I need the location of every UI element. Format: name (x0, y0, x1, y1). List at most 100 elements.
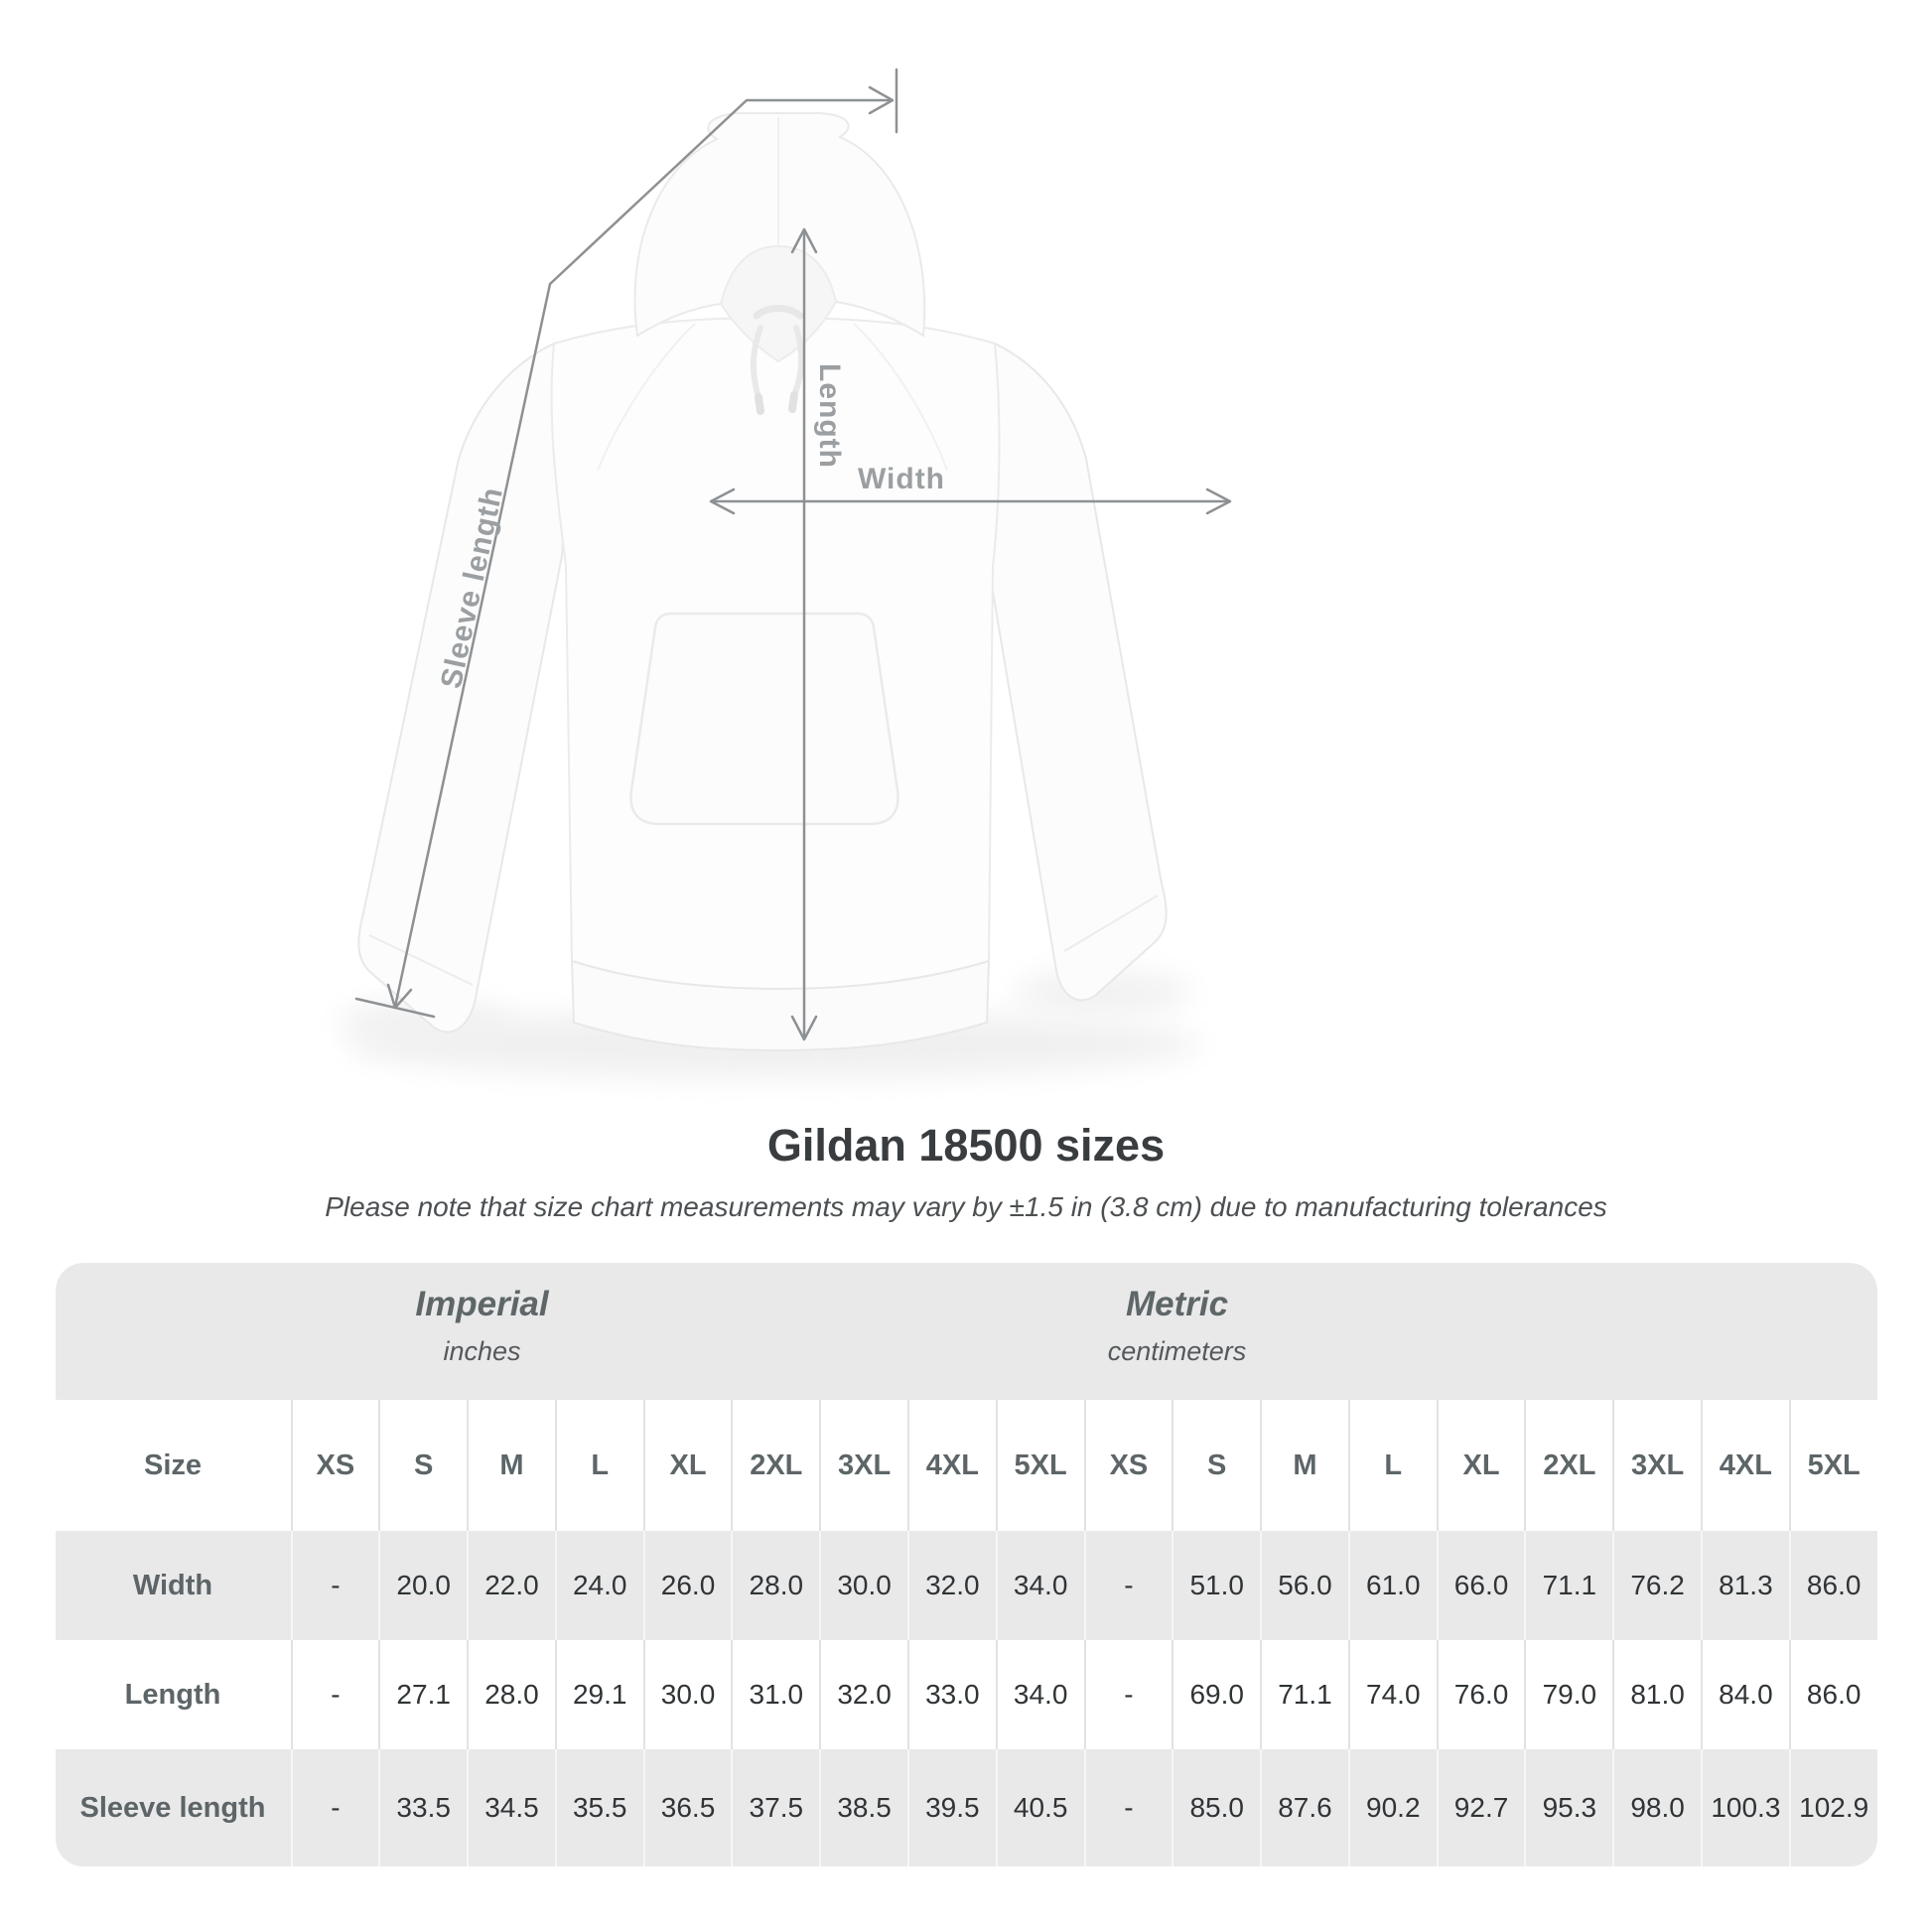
sleeve-metric-value: - (1083, 1749, 1173, 1866)
sleeve-imperial-value: 37.5 (731, 1749, 819, 1866)
drawstring-left (750, 325, 763, 400)
table-row-sleeve-length: Sleeve length - 33.5 34.5 35.5 36.5 37.5… (55, 1749, 1877, 1866)
metric-group-title: Metric (1125, 1285, 1229, 1323)
metric-size-header: XS (1083, 1400, 1173, 1531)
width-imperial-value: 22.0 (467, 1531, 555, 1640)
width-arrowhead-right (1205, 487, 1232, 515)
imperial-size-header: M (467, 1400, 555, 1531)
length-imperial-value: 29.1 (554, 1640, 643, 1749)
metric-size-header: S (1172, 1400, 1260, 1531)
sleeve-imperial-value: - (290, 1749, 379, 1866)
length-imperial-value: 27.1 (378, 1640, 467, 1749)
width-metric-value: 51.0 (1172, 1531, 1260, 1640)
imperial-group-units: inches (443, 1336, 521, 1366)
row-label: Length (124, 1678, 221, 1711)
metric-size-header: XL (1436, 1400, 1525, 1531)
imperial-size-header: XL (642, 1400, 732, 1531)
sleeve-metric-value: 90.2 (1347, 1749, 1437, 1866)
width-metric-value: 71.1 (1524, 1531, 1612, 1640)
hoodie-illustration (338, 68, 1232, 1078)
drawstring-tip-right (788, 391, 798, 413)
length-imperial-value: - (290, 1640, 379, 1749)
metric-size-header: 2XL (1524, 1400, 1612, 1531)
right-shoulder-seam (853, 323, 948, 472)
hoodie-measurement-diagram: Length Width Sleeve length (338, 68, 1232, 1078)
imperial-size-header: 5XL (995, 1400, 1084, 1531)
sleeve-metric-value: 98.0 (1612, 1749, 1701, 1866)
sleeve-length-endcap-bottom (354, 997, 436, 1019)
sleeve-metric-value: 92.7 (1436, 1749, 1525, 1866)
width-metric-value: - (1083, 1531, 1173, 1640)
length-metric-value: 74.0 (1347, 1640, 1437, 1749)
width-metric-value: 81.3 (1701, 1531, 1789, 1640)
width-metric-value: 66.0 (1436, 1531, 1525, 1640)
left-cuff-seam (368, 934, 474, 986)
length-metric-value: 79.0 (1524, 1640, 1612, 1749)
metric-size-header: 5XL (1788, 1400, 1877, 1531)
width-metric-value: 86.0 (1788, 1531, 1877, 1640)
chart-heading: Gildan 18500 sizes Please note that size… (0, 1120, 1932, 1223)
width-imperial-value: 30.0 (819, 1531, 907, 1640)
sleeve-imperial-value: 39.5 (906, 1749, 996, 1866)
width-measure-label: Width (857, 463, 946, 495)
imperial-group-header: Imperial inches (415, 1285, 548, 1367)
page-title: Gildan 18500 sizes (766, 1120, 1166, 1171)
metric-size-header: M (1260, 1400, 1348, 1531)
metric-size-header: 3XL (1612, 1400, 1701, 1531)
metric-size-header: 4XL (1701, 1400, 1789, 1531)
size-table: Imperial inches Metric centimeters Size … (55, 1263, 1877, 1866)
length-metric-value: 69.0 (1172, 1640, 1260, 1749)
units-header-band: Imperial inches Metric centimeters (55, 1263, 1877, 1400)
size-header-row: Size XS S M L XL 2XL 3XL 4XL 5XL XS S M … (55, 1400, 1877, 1531)
imperial-size-header: 4XL (906, 1400, 996, 1531)
length-imperial-value: 30.0 (642, 1640, 732, 1749)
imperial-size-header: L (554, 1400, 643, 1531)
length-imperial-value: 32.0 (819, 1640, 907, 1749)
right-cuff-seam (1063, 895, 1159, 952)
length-metric-value: 84.0 (1701, 1640, 1789, 1749)
sleeve-length-line (393, 98, 894, 1009)
sleeve-metric-value: 100.3 (1701, 1749, 1789, 1866)
sleeve-imperial-value: 36.5 (642, 1749, 732, 1866)
sleeve-imperial-value: 35.5 (554, 1749, 643, 1866)
hoodie-hem-band (570, 959, 991, 1052)
imperial-size-header: S (378, 1400, 467, 1531)
sleeve-length-arrowhead-top (868, 85, 895, 115)
table-row-width: Width - 20.0 22.0 24.0 26.0 28.0 30.0 32… (55, 1531, 1877, 1640)
imperial-size-header: 2XL (731, 1400, 819, 1531)
length-imperial-value: 28.0 (467, 1640, 555, 1749)
table-row-length: Length - 27.1 28.0 29.1 30.0 31.0 32.0 3… (55, 1640, 1877, 1749)
width-imperial-value: 32.0 (906, 1531, 996, 1640)
size-column-header: Size (143, 1449, 203, 1481)
length-metric-value: 76.0 (1436, 1640, 1525, 1749)
length-imperial-value: 33.0 (906, 1640, 996, 1749)
sleeve-imperial-value: 38.5 (819, 1749, 907, 1866)
sleeve-imperial-value: 40.5 (995, 1749, 1084, 1866)
sleeve-imperial-value: 33.5 (378, 1749, 467, 1866)
length-metric-value: 71.1 (1260, 1640, 1348, 1749)
drawstring-knot (753, 305, 804, 320)
length-arrowhead-bottom (790, 1015, 818, 1041)
metric-group-header: Metric centimeters (1108, 1285, 1247, 1367)
measurement-lines (354, 68, 1232, 1041)
length-imperial-value: 34.0 (995, 1640, 1084, 1749)
width-imperial-value: 20.0 (378, 1531, 467, 1640)
width-imperial-value: 24.0 (554, 1531, 643, 1640)
imperial-group-title: Imperial (415, 1285, 549, 1323)
width-metric-value: 61.0 (1347, 1531, 1437, 1640)
length-metric-value: 81.0 (1612, 1640, 1701, 1749)
hoodie-right-sleeve (982, 342, 1168, 1002)
metric-group-units: centimeters (1107, 1336, 1247, 1366)
left-shoulder-seam (597, 323, 696, 472)
sleeve-metric-value: 102.9 (1788, 1749, 1877, 1866)
imperial-size-header: XS (290, 1400, 379, 1531)
width-imperial-value: 28.0 (731, 1531, 819, 1640)
sleeve-metric-value: 85.0 (1172, 1749, 1260, 1866)
imperial-size-header: 3XL (819, 1400, 907, 1531)
metric-size-header: L (1347, 1400, 1437, 1531)
drawstring-right (791, 325, 805, 398)
sleeve-metric-value: 87.6 (1260, 1749, 1348, 1866)
length-metric-value: 86.0 (1788, 1640, 1877, 1749)
sleeve-shadow-right (1013, 971, 1191, 1015)
length-metric-value: - (1083, 1640, 1173, 1749)
